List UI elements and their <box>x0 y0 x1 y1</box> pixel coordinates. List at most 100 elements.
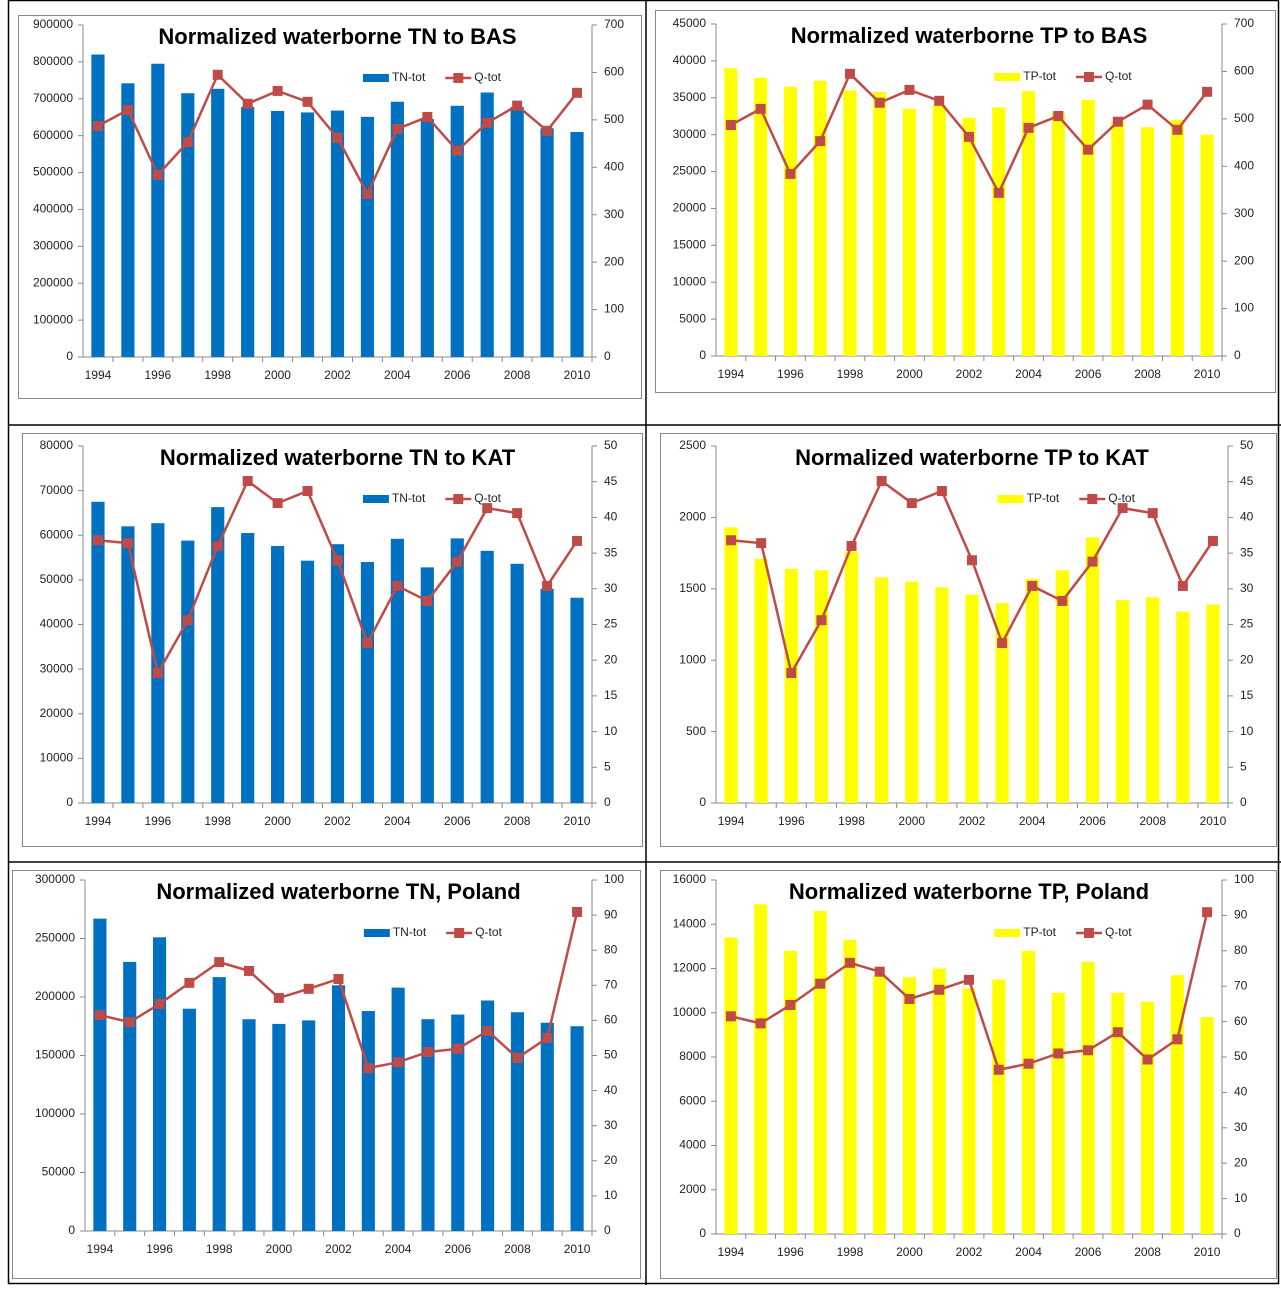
line-marker <box>1053 1048 1064 1059</box>
line-marker <box>214 957 225 968</box>
y2-tick-label: 20 <box>1234 1155 1248 1169</box>
legend-label: TP-tot <box>1027 491 1060 505</box>
bar <box>241 533 255 803</box>
line-marker <box>452 1043 463 1054</box>
x-tick-label: 1994 <box>85 368 112 382</box>
y-tick-label: 900000 <box>33 17 73 31</box>
y-tick-label: 0 <box>66 349 73 363</box>
line-marker <box>154 998 165 1009</box>
line-marker <box>874 97 885 108</box>
bar <box>302 1020 316 1231</box>
bar <box>300 112 315 357</box>
x-tick-label: 1998 <box>837 1245 864 1259</box>
y-tick-label: 60000 <box>40 527 74 541</box>
line-marker <box>844 68 855 79</box>
legend-swatch <box>1083 72 1094 82</box>
bar <box>1206 604 1220 803</box>
bar <box>1025 578 1039 803</box>
y2-tick-label: 50 <box>1240 438 1254 452</box>
chart-title: Normalized waterborne TN to BAS <box>158 24 516 49</box>
y2-tick-label: 45 <box>604 474 618 488</box>
line-marker <box>392 123 403 134</box>
y2-tick-label: 100 <box>604 302 624 316</box>
bar <box>540 128 554 357</box>
bar <box>962 117 976 356</box>
line-marker <box>785 168 796 179</box>
line-marker <box>482 503 493 514</box>
line-marker <box>212 540 223 551</box>
line-marker <box>302 96 313 107</box>
y2-tick-label: 40 <box>604 1083 618 1097</box>
y-tick-label: 250000 <box>35 931 75 945</box>
line-marker <box>363 1063 374 1074</box>
line-marker <box>967 555 977 566</box>
y2-tick-label: 300 <box>1234 206 1254 220</box>
line-marker <box>1172 1034 1183 1045</box>
bar <box>965 594 979 803</box>
x-tick-label: 2008 <box>504 814 531 828</box>
x-tick-label: 1998 <box>206 1242 233 1256</box>
y2-tick-label: 5 <box>604 759 611 773</box>
bar <box>844 551 859 803</box>
x-tick-label: 2010 <box>564 368 591 382</box>
y-tick-label: 6000 <box>679 1093 706 1107</box>
x-tick-label: 2002 <box>324 368 351 382</box>
x-tick-label: 2004 <box>1015 367 1042 381</box>
bar <box>873 91 887 357</box>
legend-label: Q-tot <box>474 70 501 84</box>
line-marker <box>1202 86 1213 97</box>
y2-tick-label: 70 <box>604 977 618 991</box>
y2-tick-label: 90 <box>1234 908 1248 922</box>
bar <box>451 1014 465 1231</box>
line-marker <box>964 131 974 142</box>
line-marker <box>904 993 915 1004</box>
y-tick-label: 15000 <box>673 238 707 252</box>
y-tick-label: 30000 <box>673 127 707 141</box>
y-tick-label: 200000 <box>35 989 75 1003</box>
line-marker <box>452 145 463 156</box>
bar <box>182 1008 196 1231</box>
bar <box>272 1023 286 1231</box>
x-tick-label: 1998 <box>204 814 231 828</box>
legend-label: TN-tot <box>392 70 426 84</box>
line-marker <box>332 132 343 143</box>
y2-tick-label: 20 <box>604 652 618 666</box>
x-tick-label: 2008 <box>504 368 531 382</box>
bar <box>783 86 797 356</box>
y-tick-label: 70000 <box>40 483 74 497</box>
y2-tick-label: 600 <box>1234 64 1254 78</box>
y2-tick-label: 200 <box>604 254 624 268</box>
bar <box>152 937 167 1231</box>
bar <box>450 105 464 357</box>
bar <box>181 540 195 803</box>
x-tick-label: 2010 <box>1194 367 1221 381</box>
bar <box>300 560 315 803</box>
bar <box>1141 1001 1155 1234</box>
y2-tick-label: 50 <box>604 438 618 452</box>
y2-tick-label: 45 <box>1240 474 1254 488</box>
chart-title: Normalized waterborne TP, Poland <box>789 879 1149 904</box>
bar <box>390 538 404 803</box>
bar <box>570 1026 584 1231</box>
y2-tick-label: 90 <box>604 907 618 921</box>
line-marker <box>272 85 283 96</box>
x-tick-label: 2010 <box>1194 1245 1221 1259</box>
y2-tick-label: 40 <box>1234 1085 1248 1099</box>
legend-swatch <box>1087 494 1098 504</box>
x-tick-label: 2006 <box>444 1242 471 1256</box>
bar <box>211 88 225 357</box>
line-marker <box>392 580 403 591</box>
bar <box>570 597 584 803</box>
x-tick-label: 2004 <box>384 814 411 828</box>
y2-tick-label: 300 <box>604 207 624 221</box>
line-marker <box>904 84 915 95</box>
bar <box>420 567 434 803</box>
x-tick-label: 1994 <box>718 367 745 381</box>
line-marker <box>993 1064 1004 1075</box>
bar <box>510 1012 525 1231</box>
y2-tick-label: 0 <box>604 1223 611 1237</box>
line-marker <box>152 668 163 679</box>
line-marker <box>92 535 103 546</box>
line-marker <box>184 977 195 988</box>
x-tick-label: 2000 <box>264 368 291 382</box>
